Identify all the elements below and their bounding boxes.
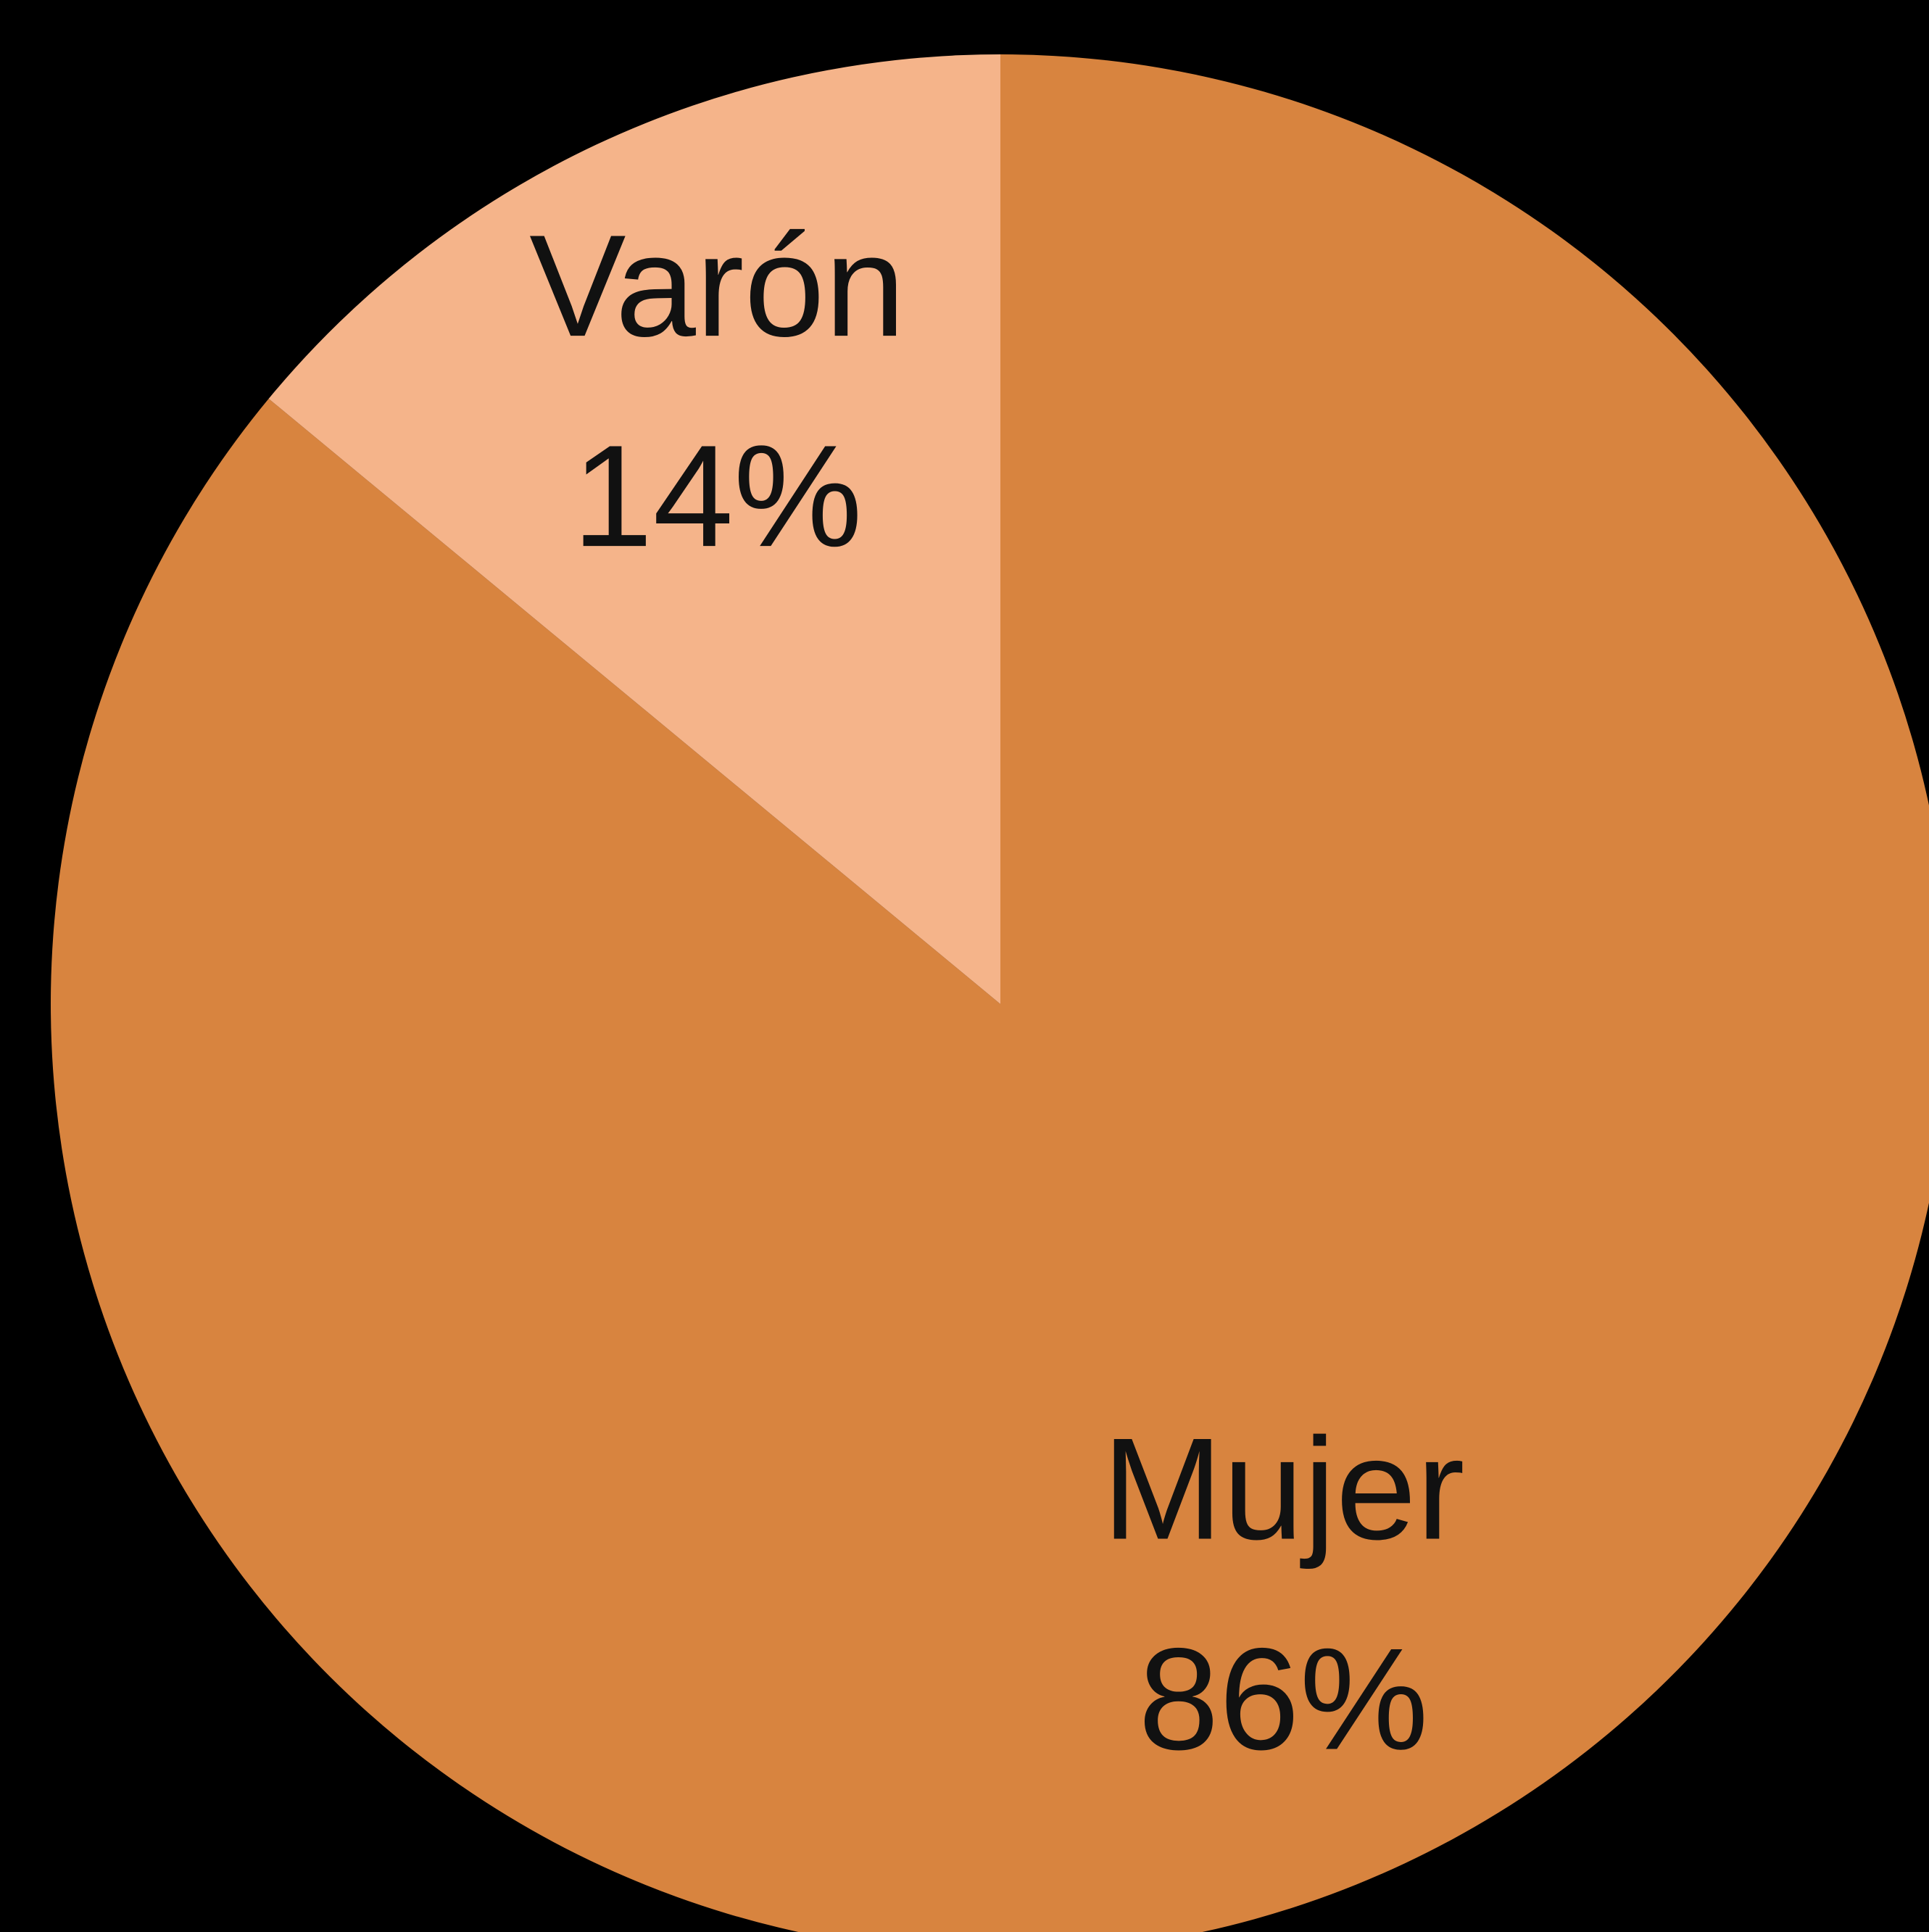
pie-slice (51, 54, 1929, 1932)
value-label: 86% (1138, 1619, 1428, 1780)
value-label: 14% (572, 415, 862, 577)
slice-label: Varón (529, 205, 905, 367)
slice-label: Mujer (1102, 1409, 1464, 1570)
pie-slice (268, 54, 1000, 1004)
